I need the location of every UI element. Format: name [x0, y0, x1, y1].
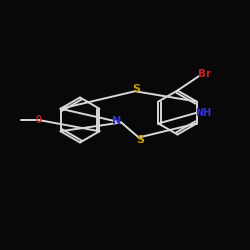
Text: N: N — [112, 116, 121, 126]
Text: Br: Br — [198, 69, 211, 79]
Text: O: O — [36, 115, 42, 125]
Text: S: S — [132, 84, 140, 94]
Text: S: S — [136, 135, 144, 145]
Text: NH: NH — [196, 108, 212, 118]
